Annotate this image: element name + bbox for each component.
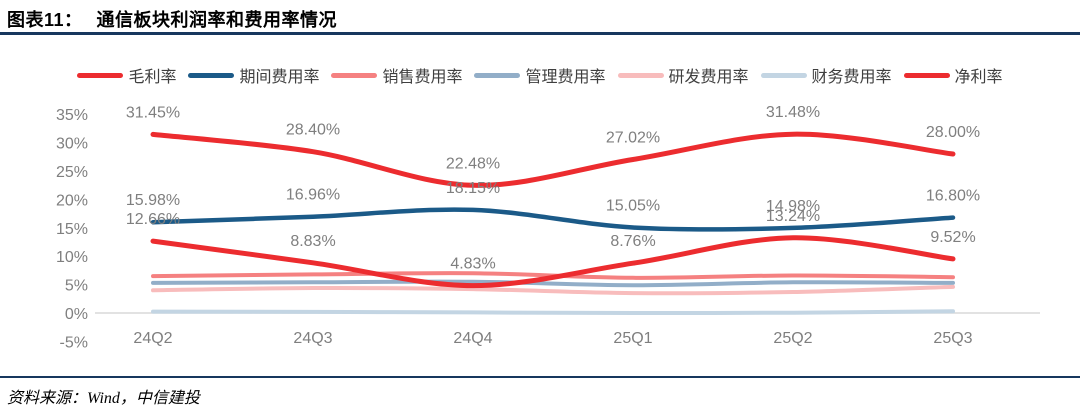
y-tick-label: 5%	[65, 278, 88, 295]
legend-label: 财务费用率	[811, 69, 892, 86]
legend-label: 毛利率	[128, 69, 177, 86]
y-tick-label: 20%	[56, 192, 88, 209]
y-tick-label: 35%	[56, 107, 88, 124]
data-label-净利率: 4.83%	[450, 256, 495, 273]
legend-item-财务费用率: 财务费用率	[760, 63, 892, 87]
legend-line-swatch	[188, 72, 235, 78]
data-label-净利率: 8.76%	[610, 233, 655, 250]
data-label-毛利率: 28.00%	[926, 124, 980, 141]
legend-label: 期间费用率	[239, 69, 320, 86]
series-line-期间费用率	[150, 207, 956, 232]
legend-item-期间费用率: 期间费用率	[188, 63, 319, 87]
data-label-期间费用率: 14.98%	[766, 198, 820, 215]
legend-item-管理费用率: 管理费用率	[474, 63, 606, 87]
data-label-期间费用率: 15.98%	[126, 192, 180, 209]
x-tick-label: 24Q4	[453, 330, 492, 347]
data-label-毛利率: 31.48%	[766, 104, 820, 121]
legend-line-swatch	[903, 72, 950, 78]
y-tick-label: 30%	[56, 136, 88, 153]
legend-label: 研发费用率	[668, 69, 749, 86]
legend-line-swatch	[617, 72, 664, 78]
x-tick-label: 24Q3	[293, 330, 332, 347]
series-line-财务费用率	[151, 309, 955, 315]
legend-line-swatch	[760, 72, 807, 78]
legend-label: 销售费用率	[382, 69, 463, 86]
figure-number: 图表11：	[7, 10, 83, 30]
y-tick-label: 25%	[56, 164, 88, 181]
data-label-毛利率: 27.02%	[606, 130, 660, 147]
chart-title: 图表11： 通信板块利润率和费用率情况	[7, 6, 337, 32]
data-label-期间费用率: 15.05%	[606, 198, 660, 215]
y-tick-label: 10%	[56, 249, 88, 266]
data-label-期间费用率: 16.96%	[286, 187, 340, 204]
y-tick-label: -5%	[60, 334, 88, 351]
legend-label: 管理费用率	[525, 69, 606, 86]
series-line-研发费用率	[151, 284, 955, 296]
legend-item-研发费用率: 研发费用率	[617, 63, 749, 87]
x-tick-label: 25Q3	[933, 330, 972, 347]
legend-line-swatch	[474, 72, 521, 78]
series-line-管理费用率	[151, 279, 955, 288]
title-divider	[0, 32, 1080, 35]
data-label-净利率: 13.24%	[766, 208, 820, 225]
data-label-净利率: 8.83%	[290, 233, 335, 250]
legend-line-swatch	[331, 72, 378, 78]
source-note: 资料来源：Wind，中信建投	[7, 390, 200, 407]
legend-label: 净利率	[954, 69, 1003, 86]
x-tick-label: 24Q2	[133, 330, 172, 347]
chart-legend: 毛利率 期间费用率 销售费用率 管理费用率 研发费用率 财务费用率 净利率	[0, 63, 1080, 87]
y-tick-label: 0%	[65, 306, 88, 323]
legend-item-净利率: 净利率	[903, 63, 1003, 87]
data-label-净利率: 12.66%	[126, 211, 180, 228]
data-label-毛利率: 28.40%	[286, 122, 340, 139]
x-tick-label: 25Q2	[773, 330, 812, 347]
data-label-毛利率: 31.45%	[126, 104, 180, 121]
x-tick-label: 25Q1	[613, 330, 652, 347]
data-label-期间费用率: 16.80%	[926, 188, 980, 205]
y-tick-label: 15%	[56, 221, 88, 238]
legend-item-毛利率: 毛利率	[77, 63, 176, 87]
series-line-净利率	[150, 235, 956, 289]
figure-title-text: 通信板块利润率和费用率情况	[96, 10, 338, 30]
legend-item-销售费用率: 销售费用率	[331, 63, 462, 87]
footer-divider	[0, 376, 1080, 378]
data-label-毛利率: 22.48%	[446, 155, 500, 172]
series-line-毛利率	[150, 131, 956, 188]
data-label-净利率: 9.52%	[930, 229, 975, 246]
data-label-期间费用率: 18.15%	[446, 180, 500, 197]
legend-line-swatch	[77, 72, 124, 78]
